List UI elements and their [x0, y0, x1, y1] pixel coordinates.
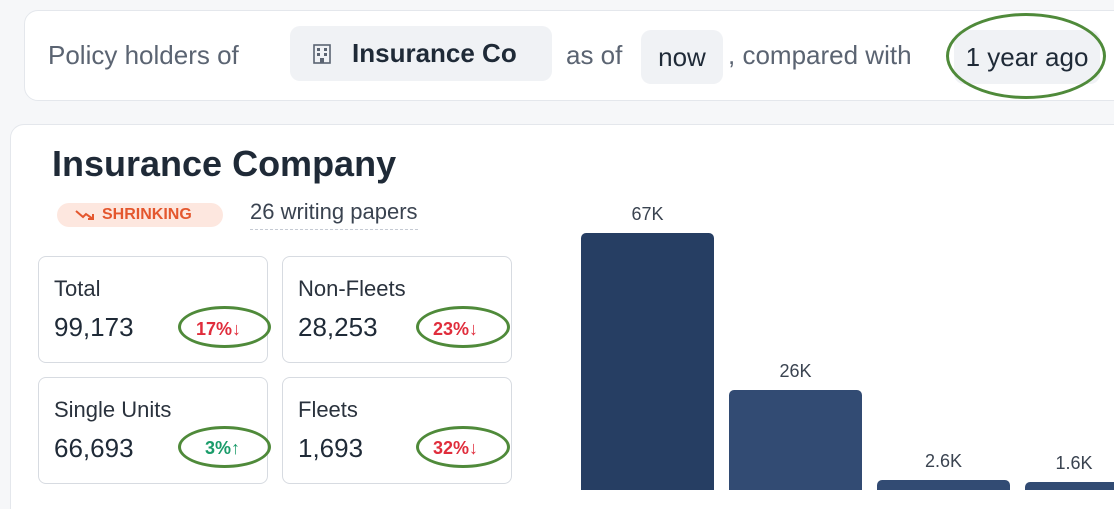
building-icon: [313, 43, 331, 64]
stat-label: Non-Fleets: [298, 276, 406, 301]
query-prefix: Policy holders of: [48, 40, 239, 70]
chart-data-label: 1.6K: [1055, 453, 1093, 473]
as-of-value: now: [658, 41, 706, 72]
as-of-label: as of: [566, 40, 623, 70]
stat-label: Fleets: [298, 397, 358, 422]
chart-bar[interactable]: [877, 480, 1010, 490]
comparison-selector[interactable]: 1 year ago: [954, 30, 1100, 84]
stat-change: 3%↑: [205, 438, 241, 458]
stat-value: 1,693: [298, 433, 364, 463]
company-title: Insurance Company: [52, 143, 397, 184]
status-badge: SHRINKING: [57, 203, 223, 227]
compared-label: , compared with: [728, 40, 912, 70]
writing-papers-link[interactable]: 26 writing papers: [250, 199, 418, 230]
chart-data-label: 67K: [631, 204, 664, 224]
stat-card-fleets[interactable]: Fleets 1,693 32%↓: [282, 377, 512, 484]
stat-card-total[interactable]: Total 99,173 17%↓: [38, 256, 268, 363]
chart-data-label: 2.6K: [924, 451, 963, 472]
query-bar: [24, 10, 1114, 101]
chart-bar[interactable]: [729, 390, 862, 490]
stat-value: 28,253: [298, 312, 378, 342]
chart-bar[interactable]: [581, 233, 714, 490]
stat-card-single-units[interactable]: Single Units 66,693 3%↑: [38, 377, 268, 484]
as-of-selector[interactable]: now: [641, 30, 723, 84]
chart-data-label: 26K: [779, 361, 812, 382]
comparison-value: 1 year ago: [965, 41, 1089, 72]
stat-change: 23%↓: [433, 319, 479, 339]
status-badge-label: SHRINKING: [102, 206, 192, 223]
trending-down-icon: [75, 210, 94, 220]
stat-label: Single Units: [54, 397, 172, 422]
stat-value: 99,173: [54, 312, 134, 342]
stat-change: 17%↓: [196, 319, 242, 339]
stat-change: 32%↓: [433, 438, 479, 458]
chart-bar[interactable]: [1025, 482, 1114, 490]
company-selector[interactable]: Insurance Co: [290, 26, 552, 81]
stat-card-non-fleets[interactable]: Non-Fleets 28,253 23%↓: [282, 256, 512, 363]
stat-label: Total: [54, 276, 101, 301]
stat-value: 66,693: [54, 433, 134, 463]
company-name: Insurance Co: [352, 38, 517, 68]
